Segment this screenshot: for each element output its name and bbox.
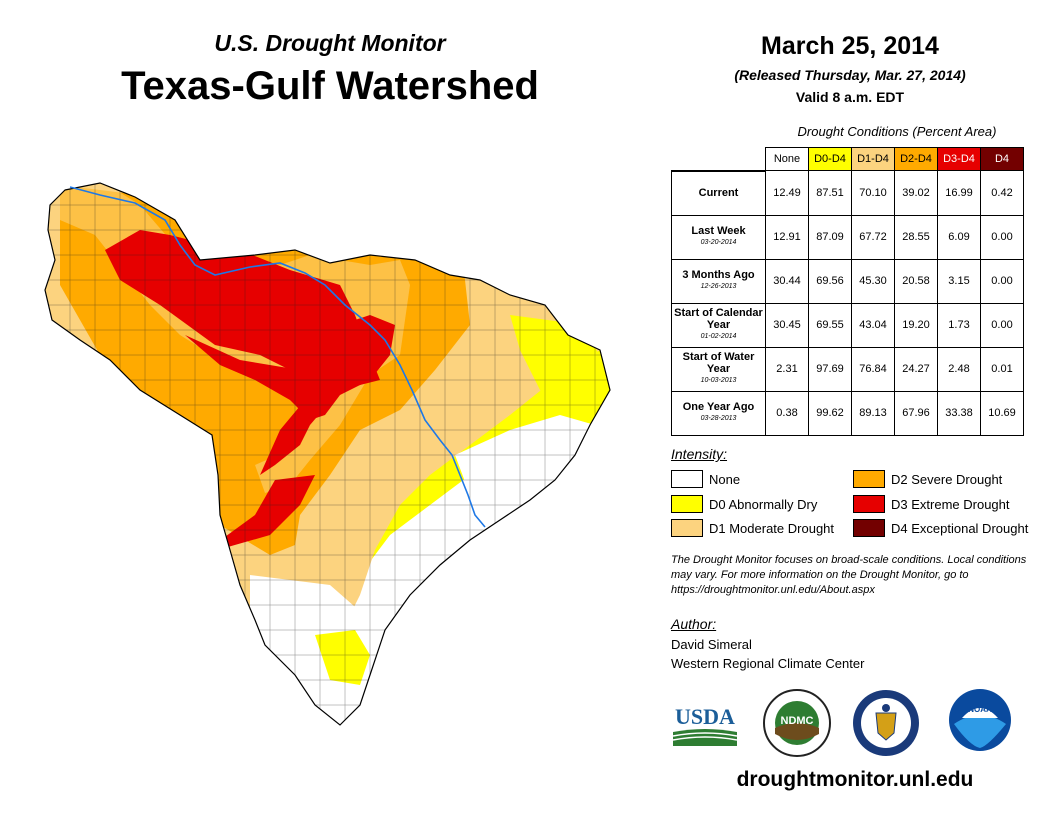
- author-name: David Simeral: [671, 637, 752, 652]
- col-d1-d4: D1-D4: [851, 147, 895, 171]
- map-title: Texas-Gulf Watershed: [121, 64, 539, 108]
- table-row: Current 12.49 87.51 70.10 39.02 16.99 0.…: [671, 170, 1024, 216]
- table-row: Start of Calendar Year 01-02-2014 30.45 6…: [671, 302, 1024, 348]
- table-cell: 12.49: [765, 170, 809, 216]
- row-label-calendar-year: Start of Calendar Year 01-02-2014: [671, 302, 766, 348]
- legend-item-d3: D3 Extreme Drought: [853, 495, 1010, 513]
- col-d0-d4: D0-D4: [808, 147, 852, 171]
- row-label-current: Current: [671, 170, 766, 216]
- legend-swatch: [853, 519, 885, 537]
- valid-time: Valid 8 a.m. EDT: [795, 89, 905, 105]
- legend-title: Intensity:: [671, 446, 728, 462]
- row-label-one-year-ago: One Year Ago 03-28-2013: [671, 390, 766, 436]
- legend-item-d1: D1 Moderate Drought: [671, 519, 834, 537]
- table-cell: 16.99: [937, 170, 981, 216]
- table-cell: 43.04: [851, 302, 895, 348]
- table-cell: 0.00: [980, 258, 1024, 304]
- table-cell: 28.55: [894, 214, 938, 260]
- table-cell: 99.62: [808, 390, 852, 436]
- table-cell: 3.15: [937, 258, 981, 304]
- table-cell: 39.02: [894, 170, 938, 216]
- table-cell: 24.27: [894, 346, 938, 392]
- table-cell: 97.69: [808, 346, 852, 392]
- table-cell: 20.58: [894, 258, 938, 304]
- table-header-row: None D0-D4 D1-D4 D2-D4 D3-D4 D4: [671, 147, 1024, 172]
- table-row: One Year Ago 03-28-2013 0.38 99.62 89.13 …: [671, 390, 1024, 436]
- legend-item-d0: D0 Abnormally Dry: [671, 495, 817, 513]
- table-cell: 87.09: [808, 214, 852, 260]
- disclaimer-note: The Drought Monitor focuses on broad-sca…: [671, 554, 1027, 596]
- row-label-3-months: 3 Months Ago 12-26-2013: [671, 258, 766, 304]
- col-d3-d4: D3-D4: [937, 147, 981, 171]
- row-label-last-week: Last Week 03-20-2014: [671, 214, 766, 260]
- legend-swatch: [671, 470, 703, 488]
- table-row: Start of Water Year 10-03-2013 2.31 97.69…: [671, 346, 1024, 392]
- table-cell: 0.38: [765, 390, 809, 436]
- legend-swatch: [853, 495, 885, 513]
- table-cell: 1.73: [937, 302, 981, 348]
- table-cell: 2.48: [937, 346, 981, 392]
- usda-logo: USDA: [672, 704, 738, 746]
- river-line: [69, 186, 486, 528]
- table-row: Last Week 03-20-2014 12.91 87.09 67.72 28…: [671, 214, 1024, 260]
- table-cell: 69.56: [808, 258, 852, 304]
- drought-stats-table: None D0-D4 D1-D4 D2-D4 D3-D4 D4 Current …: [671, 147, 1024, 436]
- table-cell: 0.42: [980, 170, 1024, 216]
- row-label-water-year: Start of Water Year 10-03-2013: [671, 346, 766, 392]
- svg-text:USDA: USDA: [675, 704, 735, 729]
- table-cell: 69.55: [808, 302, 852, 348]
- table-cell: 10.69: [980, 390, 1024, 436]
- svg-text:NDMC: NDMC: [781, 715, 814, 727]
- col-none: None: [765, 147, 809, 171]
- release-date: (Released Thursday, Mar. 27, 2014): [734, 67, 966, 83]
- table-cell: 19.20: [894, 302, 938, 348]
- table-cell: 0.00: [980, 302, 1024, 348]
- watershed-map: [44, 182, 611, 726]
- map-subtitle: U.S. Drought Monitor: [214, 30, 446, 56]
- table-cell: 33.38: [937, 390, 981, 436]
- table-cell: 12.91: [765, 214, 809, 260]
- ndmc-logo: NDMC: [763, 689, 831, 757]
- table-cell: 0.01: [980, 346, 1024, 392]
- table-cell: 2.31: [765, 346, 809, 392]
- legend-swatch: [671, 495, 703, 513]
- table-cell: 30.45: [765, 302, 809, 348]
- table-caption: Drought Conditions (Percent Area): [797, 124, 997, 139]
- legend-item-none: None: [671, 470, 740, 488]
- legend-swatch: [671, 519, 703, 537]
- noaa-logo: NOAA: [949, 689, 1011, 751]
- table-cell: 87.51: [808, 170, 852, 216]
- table-cell: 30.44: [765, 258, 809, 304]
- table-cell: 45.30: [851, 258, 895, 304]
- table-row: 3 Months Ago 12-26-2013 30.44 69.56 45.30…: [671, 258, 1024, 304]
- svg-text:NOAA: NOAA: [968, 705, 992, 714]
- col-d4: D4: [980, 147, 1024, 171]
- table-cell: 89.13: [851, 390, 895, 436]
- map-date: March 25, 2014: [761, 32, 939, 60]
- legend-item-d2: D2 Severe Drought: [853, 470, 1002, 488]
- commerce-seal-logo: [853, 690, 919, 756]
- footer-url[interactable]: droughtmonitor.unl.edu: [736, 768, 974, 791]
- legend-item-d4: D4 Exceptional Drought: [853, 519, 1028, 537]
- table-cell: 6.09: [937, 214, 981, 260]
- author-heading: Author:: [671, 616, 717, 632]
- table-cell: 70.10: [851, 170, 895, 216]
- table-cell: 67.96: [894, 390, 938, 436]
- legend-swatch: [853, 470, 885, 488]
- table-cell: 0.00: [980, 214, 1024, 260]
- table-cell: 76.84: [851, 346, 895, 392]
- author-organization: Western Regional Climate Center: [671, 656, 865, 671]
- table-cell: 67.72: [851, 214, 895, 260]
- col-d2-d4: D2-D4: [894, 147, 938, 171]
